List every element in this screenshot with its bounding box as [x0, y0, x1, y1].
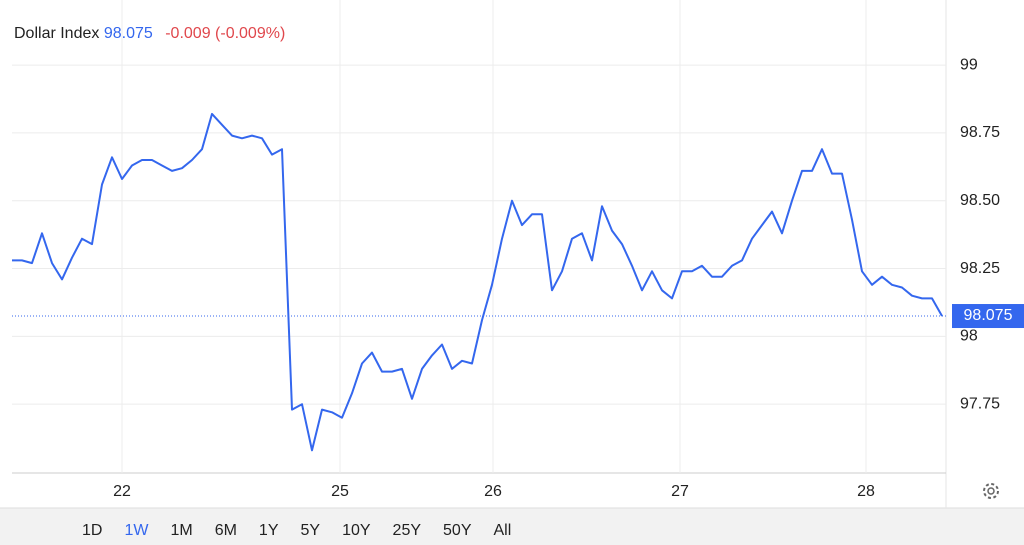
y-tick-label: 99	[960, 56, 978, 73]
y-tick-label: 98	[960, 328, 978, 345]
price-line	[12, 112, 943, 452]
last-price-label: 98.075	[964, 307, 1013, 324]
chart-title: Dollar Index	[14, 25, 99, 42]
change: -0.009 (-0.009%)	[165, 25, 285, 42]
y-tick-label: 97.75	[960, 395, 1000, 412]
x-tick-label: 26	[484, 483, 502, 500]
range-button[interactable]: 25Y	[393, 522, 422, 539]
range-button[interactable]: 50Y	[443, 522, 472, 539]
x-tick-label: 28	[857, 483, 875, 500]
range-button[interactable]: All	[493, 522, 511, 539]
y-tick-label: 98.75	[960, 124, 1000, 141]
range-button[interactable]: 1Y	[259, 522, 279, 539]
y-tick-label: 98.25	[960, 260, 1000, 277]
range-button[interactable]: 1M	[170, 522, 192, 539]
range-button[interactable]: 6M	[215, 522, 237, 539]
range-button[interactable]: 1D	[82, 522, 102, 539]
range-bar	[0, 508, 1024, 545]
price: 98.075	[104, 25, 153, 42]
range-button[interactable]: 5Y	[301, 522, 321, 539]
header: Dollar Index 98.075 -0.009 (-0.009%)	[14, 25, 285, 42]
y-tick-label: 98.50	[960, 192, 1000, 209]
x-tick-label: 27	[671, 483, 689, 500]
range-button[interactable]: 1W	[124, 522, 149, 539]
range-button[interactable]: 10Y	[342, 522, 371, 539]
settings-icon[interactable]	[983, 483, 999, 499]
last-price-box	[952, 304, 1024, 329]
x-tick-label: 25	[331, 483, 349, 500]
x-tick-label: 22	[113, 483, 131, 500]
